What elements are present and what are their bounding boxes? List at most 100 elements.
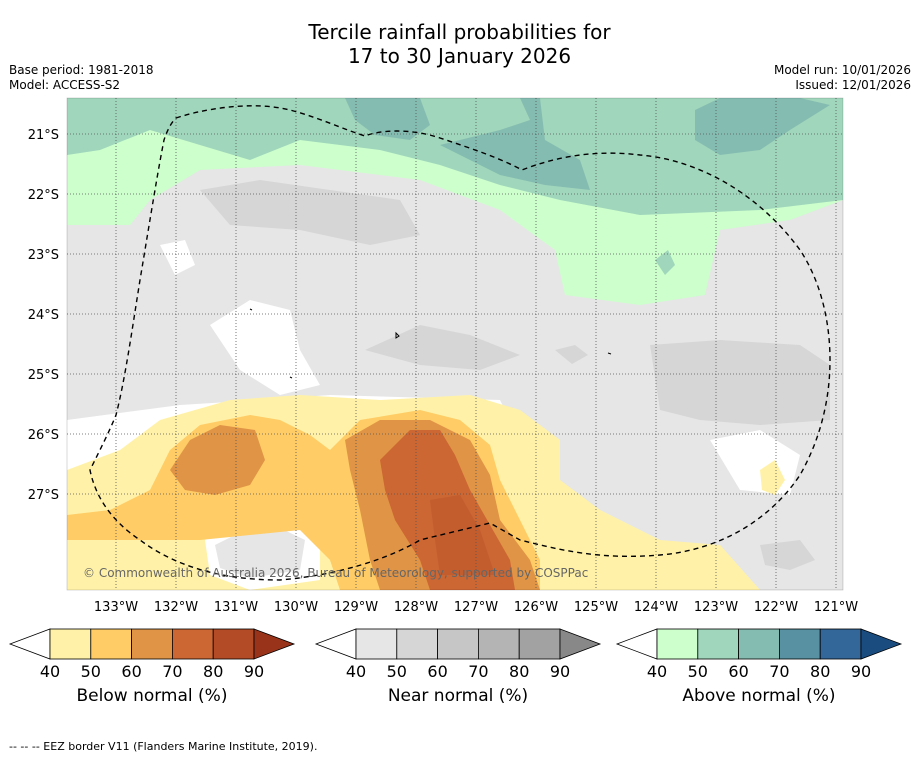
above-normal-50-region bbox=[67, 98, 843, 215]
colorbar-segment bbox=[518, 628, 561, 660]
near-normal-40-west bbox=[67, 230, 270, 400]
near-normal-hole bbox=[215, 528, 305, 578]
model-run: Model run: 10/01/2026 bbox=[773, 63, 911, 77]
near-normal-50-north bbox=[200, 180, 420, 245]
y-tick: 27°S bbox=[28, 488, 59, 503]
near-normal-50-small bbox=[555, 345, 588, 364]
eez-border bbox=[89, 105, 831, 581]
colorbar-over-triangle bbox=[860, 628, 903, 660]
below-normal-60-west bbox=[170, 425, 265, 495]
colorbar-tick-label: 60 bbox=[427, 662, 447, 681]
near-normal-50-south bbox=[760, 540, 815, 570]
colorbar-under-triangle bbox=[314, 628, 357, 660]
near-normal-label: Near normal (%) bbox=[387, 686, 529, 706]
colorbar-segment bbox=[779, 628, 821, 660]
x-tick: 130°W bbox=[274, 600, 318, 615]
colorbar-under-triangle bbox=[615, 628, 658, 660]
y-tick: 25°S bbox=[28, 368, 59, 383]
colorbar-tick-label: 70 bbox=[468, 662, 488, 681]
base-period: Base period: 1981-2018 bbox=[9, 63, 154, 77]
colorbar-segment bbox=[477, 628, 520, 660]
x-tick: 131°W bbox=[214, 600, 258, 615]
near-normal-50-mid bbox=[365, 325, 520, 370]
footnote: -- -- -- EEZ border V11 (Flanders Marine… bbox=[9, 740, 318, 753]
x-tick: 132°W bbox=[154, 600, 198, 615]
x-tick: 128°W bbox=[394, 600, 438, 615]
near-normal-50-east bbox=[650, 340, 830, 425]
colorbar-tick-label: 70 bbox=[769, 662, 789, 681]
colorbar-tick-label: 90 bbox=[851, 662, 871, 681]
colorbar-segment bbox=[819, 628, 862, 660]
title-line-2: 17 to 30 January 2026 bbox=[347, 44, 572, 68]
x-tick: 125°W bbox=[574, 600, 618, 615]
plot-border bbox=[66, 97, 844, 591]
colorbar-tick-label: 60 bbox=[121, 662, 141, 681]
white-gap-2 bbox=[160, 240, 195, 275]
colorbar-segment bbox=[90, 628, 133, 660]
colorbar-segment bbox=[49, 628, 92, 660]
below-normal-70-region bbox=[380, 430, 515, 590]
y-tick: 21°S bbox=[28, 128, 59, 143]
meta-right: Model run: 10/01/2026 Issued: 12/01/2026 bbox=[774, 63, 911, 93]
colorbar-over-triangle bbox=[559, 628, 602, 660]
probability-field bbox=[67, 98, 843, 590]
grid-lines bbox=[67, 98, 843, 590]
colorbar-segment bbox=[355, 628, 398, 660]
title-line-1: Tercile rainfall probabilities for bbox=[308, 20, 611, 44]
forecast-map: © Commonwealth of Australia 2026, Bureau… bbox=[8, 97, 903, 681]
colorbar-tick-label: 80 bbox=[203, 662, 223, 681]
colorbar-over-triangle bbox=[253, 628, 296, 660]
above-normal-60-north bbox=[345, 98, 430, 140]
island-marks bbox=[249, 308, 612, 379]
x-tick: 133°W bbox=[94, 600, 138, 615]
colorbar-tick-label: 90 bbox=[244, 662, 264, 681]
colorbar-tick-label: 40 bbox=[346, 662, 366, 681]
white-gap-1 bbox=[210, 300, 320, 395]
colorbar-segment bbox=[396, 628, 438, 660]
y-tick-labels: 21°S 22°S 23°S 24°S 25°S 26°S 27°S bbox=[28, 128, 59, 503]
x-tick-labels: 133°W 132°W 131°W 130°W 129°W 128°W 127°… bbox=[94, 600, 858, 615]
below-normal-label: Below normal (%) bbox=[76, 686, 228, 706]
colorbar-segment bbox=[656, 628, 699, 660]
y-tick: 23°S bbox=[28, 248, 59, 263]
colorbar-segment bbox=[131, 628, 173, 660]
above-normal-label: Above normal (%) bbox=[682, 686, 836, 706]
y-tick: 22°S bbox=[28, 188, 59, 203]
x-tick: 126°W bbox=[514, 600, 558, 615]
colorbar-segment bbox=[212, 628, 255, 660]
x-tick: 123°W bbox=[694, 600, 738, 615]
colorbar-tick-label: 70 bbox=[162, 662, 182, 681]
below-normal-40-patch bbox=[760, 460, 785, 495]
meta-left: Base period: 1981-2018 Model: ACCESS-S2 bbox=[9, 63, 154, 93]
colorbars: 40 50 60 70 80 90 40 50 60 70 80 90 40 50 60 70 80 90 bbox=[8, 628, 903, 681]
colorbar-segment bbox=[437, 628, 479, 660]
colorbar-segment bbox=[697, 628, 739, 660]
x-tick: 122°W bbox=[754, 600, 798, 615]
x-tick: 127°W bbox=[454, 600, 498, 615]
colorbar-tick-label: 40 bbox=[647, 662, 667, 681]
model-name: Model: ACCESS-S2 bbox=[9, 78, 121, 92]
colorbar-tick-label: 80 bbox=[810, 662, 830, 681]
y-tick: 24°S bbox=[28, 308, 59, 323]
colorbar-tick-label: 40 bbox=[40, 662, 60, 681]
above-normal-60-east bbox=[695, 98, 830, 155]
chart-title: Tercile rainfall probabilities for 17 to… bbox=[0, 20, 919, 68]
above-normal-colorbar: 40 50 60 70 80 90 bbox=[615, 628, 903, 681]
x-tick: 124°W bbox=[634, 600, 678, 615]
colorbar-tick-label: 50 bbox=[688, 662, 708, 681]
colorbar-under-triangle bbox=[8, 628, 51, 660]
y-tick: 26°S bbox=[28, 428, 59, 443]
colorbar-tick-label: 60 bbox=[728, 662, 748, 681]
x-tick: 121°W bbox=[814, 600, 858, 615]
colorbar-segment bbox=[171, 628, 214, 660]
colorbar-tick-label: 80 bbox=[509, 662, 529, 681]
below-normal-70-deep bbox=[430, 495, 495, 575]
colorbar-segment bbox=[738, 628, 780, 660]
colorbar-tick-label: 50 bbox=[387, 662, 407, 681]
above-normal-60-center bbox=[440, 98, 590, 190]
copyright-text: © Commonwealth of Australia 2026, Bureau… bbox=[83, 566, 588, 580]
x-tick: 129°W bbox=[334, 600, 378, 615]
colorbar-tick-label: 90 bbox=[550, 662, 570, 681]
below-normal-colorbar: 40 50 60 70 80 90 bbox=[8, 628, 296, 681]
colorbar-tick-label: 50 bbox=[81, 662, 101, 681]
